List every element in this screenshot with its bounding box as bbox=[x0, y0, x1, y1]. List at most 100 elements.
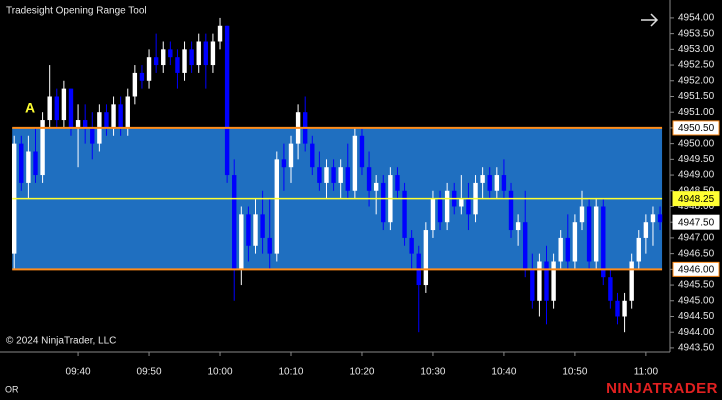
candle-body bbox=[210, 41, 216, 66]
candle-body bbox=[232, 175, 237, 270]
candle-body bbox=[274, 159, 280, 254]
candle-body bbox=[650, 214, 656, 223]
candle-body bbox=[565, 237, 570, 262]
candle-body bbox=[544, 261, 549, 301]
price-marker bbox=[672, 191, 720, 207]
x-tick-label: 10:00 bbox=[208, 367, 233, 378]
y-tick-label: 4944.00 bbox=[678, 327, 715, 338]
candle-body bbox=[494, 175, 500, 191]
candle-body bbox=[61, 88, 67, 121]
y-tick-label: 4947.00 bbox=[678, 233, 715, 244]
y-tick-label: 4954.00 bbox=[678, 13, 715, 24]
candle-body bbox=[359, 135, 365, 168]
candle-body bbox=[224, 25, 230, 176]
candle-body bbox=[246, 214, 251, 246]
candle-body bbox=[515, 222, 521, 231]
candle-body bbox=[125, 96, 130, 128]
candle-body bbox=[260, 214, 265, 238]
candle-body bbox=[33, 151, 38, 176]
candle-body bbox=[118, 104, 123, 128]
candle-body bbox=[104, 112, 109, 128]
candle-body bbox=[239, 214, 244, 270]
candle-body bbox=[615, 300, 620, 317]
candle-body bbox=[310, 143, 315, 168]
candle-body bbox=[217, 25, 223, 42]
candle-body bbox=[75, 120, 81, 128]
y-tick-label: 4948.50 bbox=[678, 185, 715, 196]
candle-body bbox=[558, 237, 563, 262]
candle-body bbox=[551, 261, 556, 301]
y-tick-label: 4953.00 bbox=[678, 44, 715, 55]
candle-body bbox=[629, 261, 634, 301]
candle-body bbox=[196, 41, 201, 66]
candle-body bbox=[430, 198, 436, 231]
y-tick-label: 4949.50 bbox=[678, 154, 715, 165]
candle-body bbox=[189, 49, 194, 66]
candle-body bbox=[530, 269, 535, 301]
plot-area bbox=[11, 17, 663, 333]
candle-body bbox=[40, 120, 45, 176]
candle-body bbox=[68, 88, 74, 128]
x-tick-label: 09:40 bbox=[66, 367, 91, 378]
candle-body bbox=[111, 104, 116, 128]
brand-logo: NINJATRADER bbox=[606, 380, 718, 397]
price-marker bbox=[672, 120, 720, 136]
y-tick-label: 4952.00 bbox=[678, 75, 715, 86]
candle-body bbox=[409, 237, 414, 254]
candle-body bbox=[657, 214, 663, 223]
candle-body bbox=[153, 57, 159, 66]
price-marker-label: 4947.50 bbox=[678, 217, 715, 228]
candle-body bbox=[437, 198, 443, 223]
candle-body bbox=[19, 143, 24, 183]
candle-body bbox=[90, 127, 95, 144]
candle-body bbox=[82, 120, 88, 128]
candle-body bbox=[508, 190, 514, 231]
price-marker-label: 4946.00 bbox=[678, 264, 715, 275]
candle-body bbox=[146, 57, 152, 81]
candle-body bbox=[395, 175, 400, 191]
y-tick-label: 4944.50 bbox=[678, 311, 715, 322]
y-tick-label: 4949.00 bbox=[678, 170, 715, 181]
candle-body bbox=[636, 237, 641, 262]
candle-body bbox=[523, 222, 528, 270]
candle-body bbox=[253, 214, 258, 246]
indicator-tag: OR bbox=[5, 384, 19, 394]
candle-body bbox=[331, 167, 336, 183]
price-marker-label: 4950.50 bbox=[678, 123, 715, 134]
candle-body bbox=[572, 222, 578, 262]
candle-body bbox=[459, 198, 464, 207]
price-marker bbox=[672, 261, 720, 277]
candle-body bbox=[267, 237, 272, 254]
y-tick-label: 4946.50 bbox=[678, 248, 715, 259]
candle-body bbox=[622, 300, 627, 317]
candle-body bbox=[402, 190, 407, 238]
candle-body bbox=[487, 175, 492, 191]
candle-body bbox=[281, 159, 287, 168]
candle-body bbox=[288, 143, 294, 168]
candle-body bbox=[54, 96, 59, 121]
x-tick-label: 10:10 bbox=[278, 367, 303, 378]
candle-body bbox=[345, 167, 350, 191]
candle-body bbox=[338, 167, 343, 183]
candle-body bbox=[132, 72, 138, 97]
y-tick-label: 4945.00 bbox=[678, 295, 715, 306]
x-tick-label: 09:50 bbox=[137, 367, 162, 378]
x-tick-label: 10:40 bbox=[491, 367, 516, 378]
arrow-icon[interactable] bbox=[641, 13, 659, 27]
x-tick-label: 10:50 bbox=[562, 367, 587, 378]
y-tick-label: 4948.00 bbox=[678, 201, 715, 212]
x-tick-label: 10:20 bbox=[349, 367, 374, 378]
copyright: © 2024 NinjaTrader, LLC bbox=[6, 336, 116, 347]
y-tick-label: 4952.50 bbox=[678, 60, 715, 71]
candle-body bbox=[501, 175, 507, 191]
y-tick-label: 4953.50 bbox=[678, 28, 715, 39]
y-tick-label: 4951.50 bbox=[678, 91, 715, 102]
candle-body bbox=[608, 277, 613, 301]
x-tick-label: 10:30 bbox=[420, 367, 445, 378]
x-tick-label: 11:00 bbox=[634, 367, 659, 378]
candle-body bbox=[381, 182, 386, 223]
candle-body bbox=[352, 135, 358, 191]
candle-body bbox=[175, 57, 180, 73]
candle-body bbox=[593, 206, 599, 262]
